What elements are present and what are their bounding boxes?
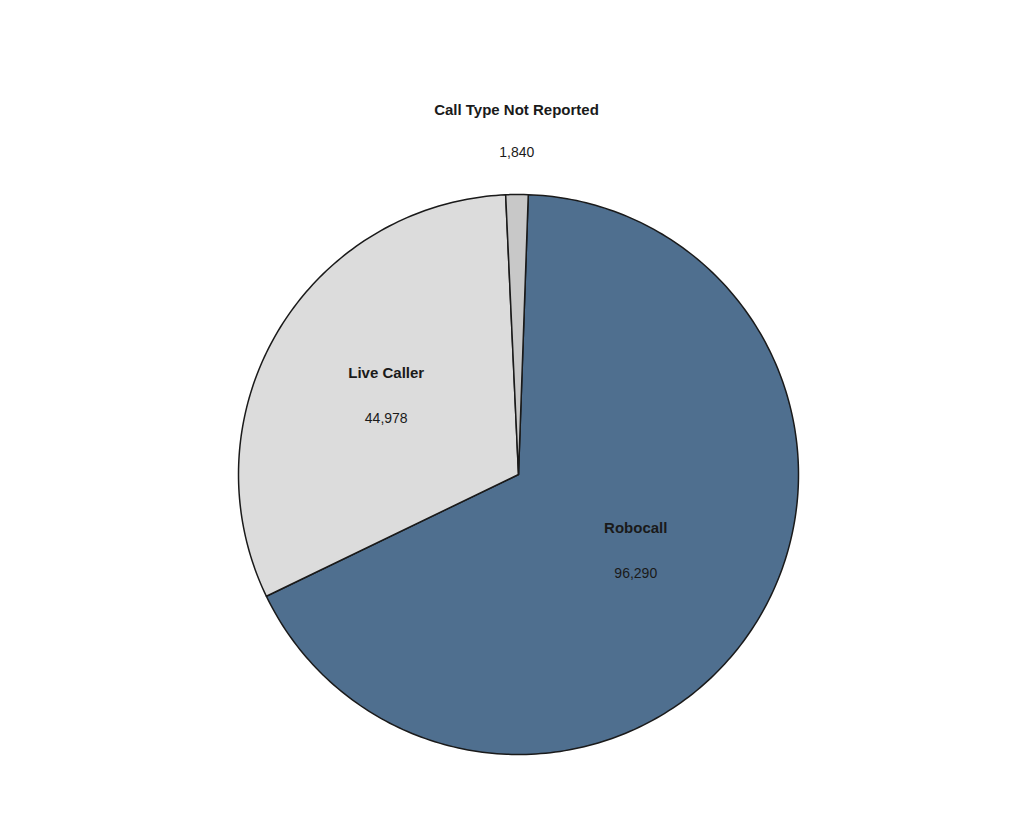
svg-text:Live Caller: Live Caller: [348, 364, 424, 381]
svg-text:96,290: 96,290: [614, 565, 657, 581]
svg-text:Robocall: Robocall: [604, 519, 667, 536]
svg-text:44,978: 44,978: [365, 410, 408, 426]
svg-text:Call Type Not Reported: Call Type Not Reported: [434, 101, 599, 118]
svg-text:1,840: 1,840: [499, 144, 534, 160]
